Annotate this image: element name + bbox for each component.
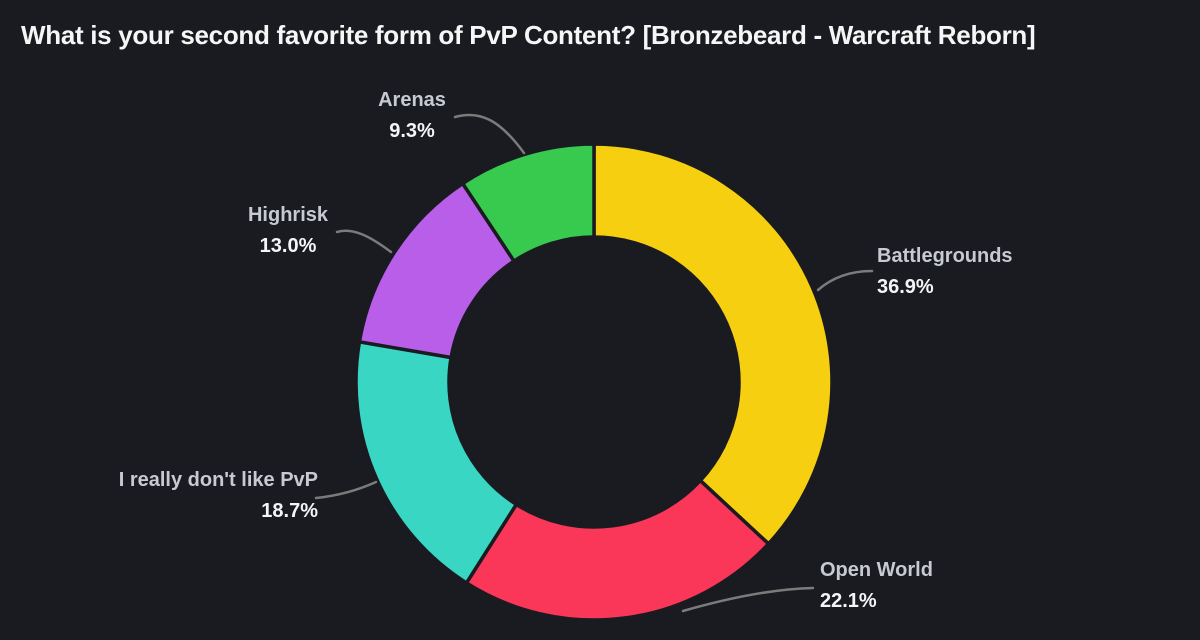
slice-percent-battlegrounds: 36.9%	[877, 276, 934, 298]
slice-label-battlegrounds: Battlegrounds	[877, 245, 1013, 267]
slice-open-world	[464, 478, 771, 622]
leader-highrisk	[335, 229, 393, 254]
callout-open-world: Open World 22.1%	[820, 555, 933, 617]
slice-percent-open-world: 22.1%	[820, 590, 877, 612]
leader-battlegrounds	[816, 269, 874, 292]
callout-arenas: Arenas 9.3%	[292, 85, 532, 147]
slice-percent-highrisk: 13.0%	[259, 235, 317, 257]
slice-label-highrisk: Highrisk	[247, 204, 329, 226]
slice-label-dont-like-pvp: I really don't like PvP	[118, 469, 318, 491]
callout-battlegrounds: Battlegrounds 36.9%	[877, 241, 1013, 303]
leader-dont-like-pvp	[314, 480, 378, 500]
slice-label-open-world: Open World	[820, 559, 933, 581]
chart-title: What is your second favorite form of PvP…	[21, 20, 1036, 50]
slice-battlegrounds	[592, 142, 834, 546]
slice-label-arenas: Arenas	[378, 89, 446, 111]
slice-percent-arenas: 9.3%	[389, 120, 435, 142]
slice-i-really-don-t-like-pvp	[354, 340, 519, 585]
leader-arenas	[453, 113, 526, 155]
leader-open-world	[681, 586, 815, 613]
slice-percent-dont-like-pvp: 18.7%	[261, 500, 318, 522]
slice-arenas	[460, 142, 596, 263]
callout-highrisk: Highrisk 13.0%	[168, 200, 408, 262]
callout-dont-like-pvp: I really don't like PvP 18.7%	[119, 465, 318, 527]
